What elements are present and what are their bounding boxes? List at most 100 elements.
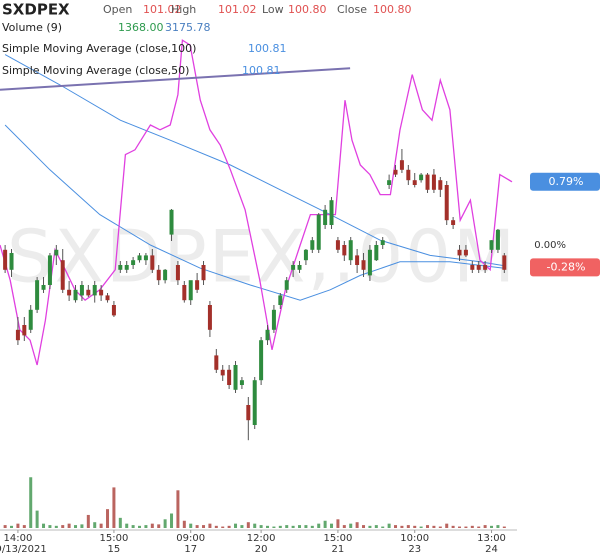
volume-bar: [259, 525, 263, 528]
candle-body: [348, 240, 353, 261]
volume-bar: [253, 523, 257, 528]
volume-bar: [29, 477, 33, 528]
candle-body: [195, 280, 200, 290]
volume-bar: [362, 525, 366, 528]
volume-bar: [234, 523, 238, 528]
candle-body: [137, 255, 142, 261]
price-tag: [530, 258, 600, 277]
volume-bar: [470, 525, 474, 528]
volume-bar: [74, 525, 78, 528]
series-name: Simple Moving Average (close,50): [2, 64, 189, 77]
volume-bar: [445, 523, 449, 528]
volume-bar: [451, 525, 455, 528]
volume-bar: [368, 525, 372, 528]
volume-bar: [349, 523, 353, 528]
volume-bar: [298, 525, 302, 528]
volume-bar: [106, 509, 110, 528]
quote-value: 101.02: [143, 3, 182, 16]
candle-body: [316, 214, 321, 250]
volume-bar: [432, 525, 436, 528]
volume-bar: [483, 525, 487, 528]
candle-body: [201, 265, 206, 281]
quote-name: High: [171, 3, 196, 16]
price-tag-label: -0.28%: [547, 260, 586, 273]
volume-bar: [317, 523, 321, 528]
candle-body: [297, 265, 302, 270]
volume-bar: [214, 525, 218, 528]
candle-body: [111, 305, 116, 316]
volume-bar: [93, 522, 97, 528]
volume-bar: [266, 525, 270, 528]
volume-bar: [10, 525, 14, 528]
candle-body: [54, 249, 59, 256]
candle-body: [22, 325, 27, 336]
candle-body: [451, 220, 456, 225]
candle-body: [329, 200, 334, 225]
volume-bar: [80, 524, 84, 528]
volume-bar: [176, 490, 180, 528]
volume-bar: [496, 525, 500, 528]
candle-body: [163, 269, 168, 281]
volume-bar: [304, 525, 308, 528]
x-tick-label: 15:00: [100, 533, 129, 544]
candle-body: [99, 289, 104, 296]
x-tick-label: 14:00: [4, 533, 33, 544]
candle-body: [124, 265, 129, 270]
volume-bar: [400, 525, 404, 528]
volume-bar: [406, 525, 410, 528]
candle-body: [444, 185, 449, 221]
series-line: [4, 54, 505, 267]
x-tick-label: 15:00: [324, 533, 353, 544]
candle-body: [406, 169, 411, 181]
volume-bar: [67, 523, 71, 528]
quote-name: Open: [103, 3, 132, 16]
candle-body: [118, 265, 123, 270]
volume-bar: [138, 525, 142, 528]
candle-body: [355, 255, 360, 265]
candle-body: [335, 240, 340, 250]
volume-bar: [285, 525, 289, 528]
volume-bar: [163, 519, 167, 528]
volume-bar: [477, 526, 481, 528]
volume-bar: [112, 487, 116, 528]
candle-body: [169, 209, 174, 235]
price-tag: [530, 172, 600, 191]
candle-body: [79, 285, 84, 296]
candle-body: [310, 240, 315, 250]
candle-body: [431, 174, 436, 190]
price-tag-label: 0.79%: [549, 175, 584, 188]
volume-bar: [16, 523, 20, 528]
x-tick-label: 12:00: [247, 533, 276, 544]
volume-bar: [342, 525, 346, 528]
volume-bar: [3, 525, 7, 528]
volume-bar: [374, 525, 378, 528]
candle-body: [374, 245, 379, 261]
candle-body: [9, 253, 14, 270]
candle-body: [150, 255, 155, 270]
candle-body: [131, 260, 136, 265]
volume-bar: [323, 520, 327, 528]
x-tick-label: 09:00: [176, 533, 205, 544]
volume-bar: [182, 520, 186, 528]
volume-bar: [131, 525, 135, 528]
volume-bar: [426, 525, 430, 528]
candle-body: [284, 280, 289, 290]
candle-body: [259, 340, 264, 381]
volume-bar: [195, 525, 199, 528]
candle-body: [175, 265, 180, 281]
series-readout: 100.81: [248, 42, 287, 55]
x-date-label: 20: [255, 544, 268, 555]
candle-body: [227, 369, 232, 385]
volume-bar: [419, 526, 423, 528]
candle-body: [60, 260, 65, 290]
volume-bar: [208, 523, 212, 528]
series-line: [0, 39, 513, 366]
candle-body: [3, 249, 8, 270]
volume-bar: [464, 526, 468, 528]
volume-bar: [227, 525, 231, 528]
candle-body: [380, 240, 385, 245]
candle-body: [265, 329, 270, 341]
candle-body: [143, 255, 148, 261]
volume-bar: [278, 525, 282, 528]
candle-body: [457, 249, 462, 256]
